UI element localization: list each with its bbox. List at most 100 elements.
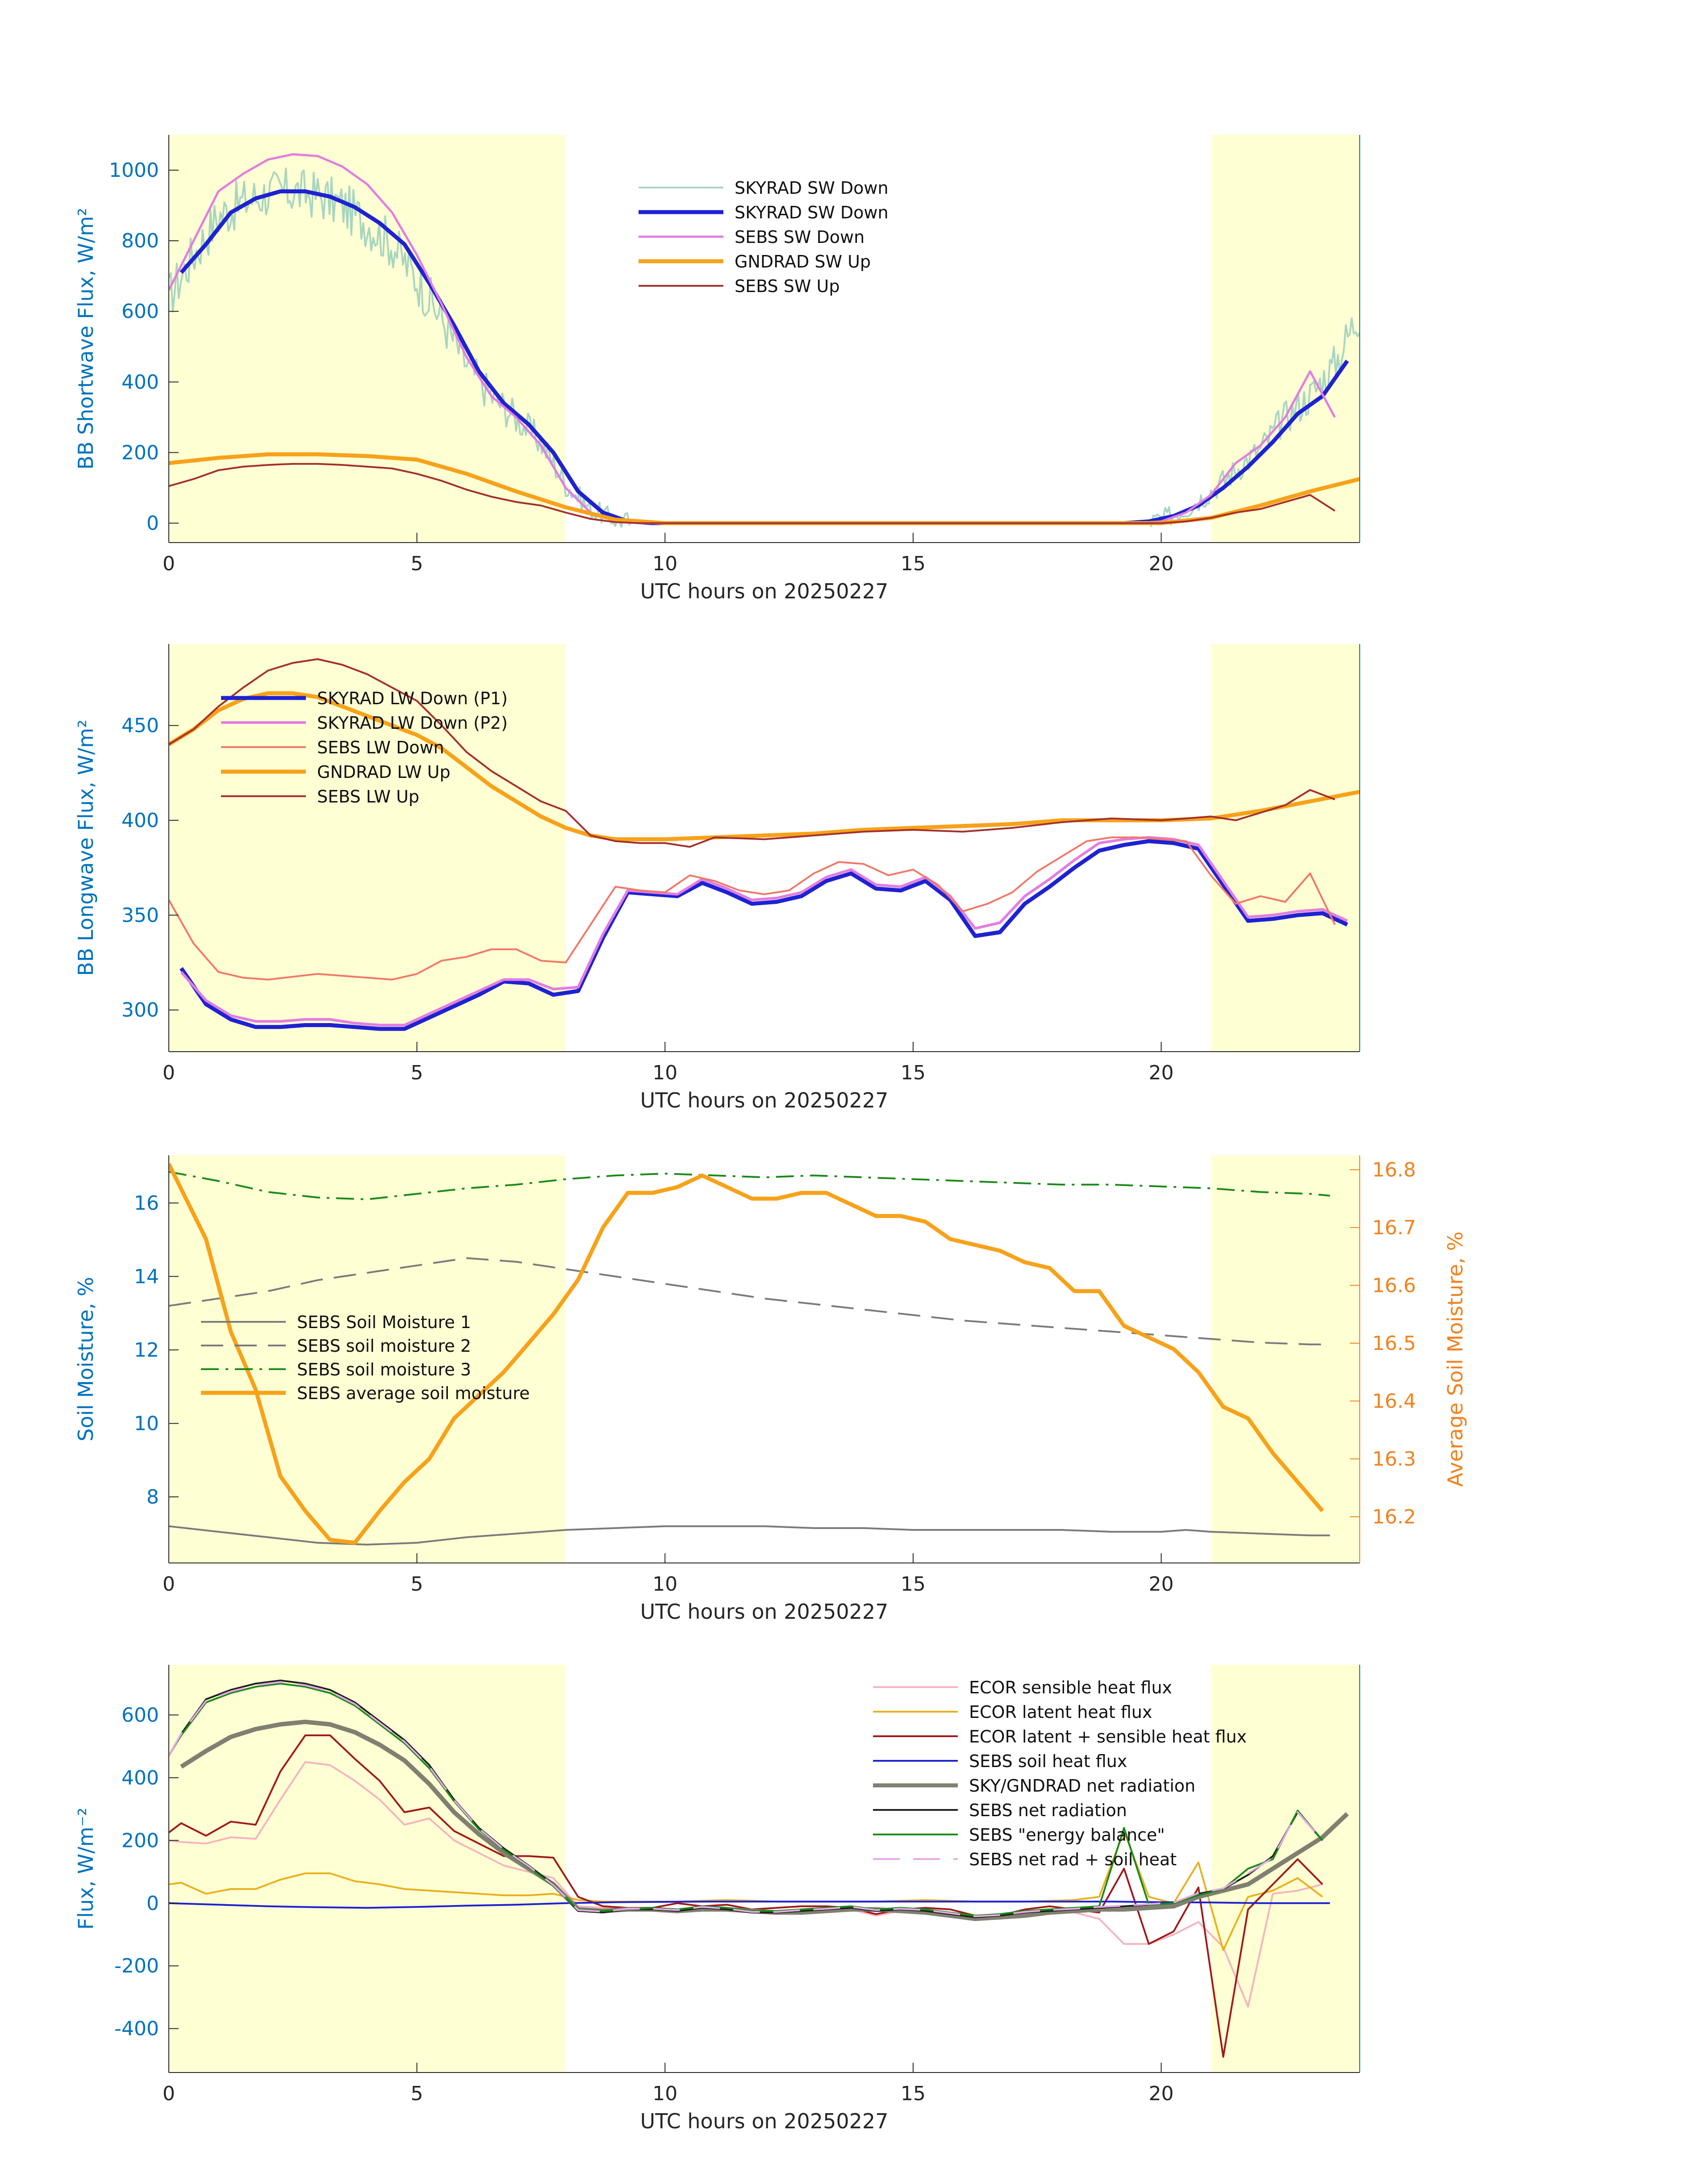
x-tick-label: 15 <box>901 1061 926 1084</box>
x-tick-label: 0 <box>163 1061 175 1084</box>
series-sebs-soil-moisture-3-2 <box>169 1171 1330 1200</box>
series-skyrad-lw-down-p1-0 <box>180 839 1349 1031</box>
legend-label: SKYRAD SW Down <box>735 203 889 222</box>
legend: SEBS Soil Moisture 1 SEBS soil moisture 2… <box>201 1312 530 1403</box>
right-y-tick-label: 16.5 <box>1372 1332 1416 1355</box>
x-tick-label: 5 <box>411 2082 423 2105</box>
y-tick-label: 300 <box>121 999 159 1022</box>
right-y-tick-label: 16.2 <box>1372 1505 1416 1528</box>
y-tick-label: 16 <box>134 1192 159 1215</box>
x-tick-label: 20 <box>1149 2082 1174 2105</box>
legend-label: SEBS soil moisture 3 <box>297 1360 471 1379</box>
x-axis-label: UTC hours on 20250227 <box>640 579 889 603</box>
x-tick-label: 0 <box>163 2082 175 2105</box>
right-y-axis-label: Average Soil Moisture, % <box>1443 1232 1467 1487</box>
shade-region-1 <box>1211 1665 1360 2073</box>
x-axis-label: UTC hours on 20250227 <box>640 2109 889 2133</box>
series-sebs-sw-up-4 <box>169 463 1336 524</box>
x-tick-label: 5 <box>411 552 423 575</box>
shade-region-0 <box>169 1155 566 1563</box>
y-axis-label: Flux, W/m⁻² <box>74 1808 98 1930</box>
y-tick-label: 8 <box>146 1486 159 1508</box>
x-axis-label: UTC hours on 20250227 <box>640 1600 889 1624</box>
series-ecor-latent-sensible-heat-flux-2 <box>169 1734 1324 2058</box>
y-axis-label: BB Longwave Flux, W/m² <box>74 719 98 976</box>
y-tick-label: 1000 <box>109 159 159 182</box>
y-tick-label: 14 <box>134 1265 159 1288</box>
legend-label: SEBS net rad + soil heat <box>969 1850 1177 1869</box>
y-tick-label: 450 <box>121 715 159 737</box>
legend-label: SKYRAD SW Down <box>735 178 889 198</box>
x-tick-label: 15 <box>901 2082 926 2105</box>
series-sebs-energy-balance-6 <box>169 1683 1324 1917</box>
x-tick-label: 10 <box>652 1061 677 1084</box>
series-sebs-average-soil-moisture-3 <box>169 1163 1324 1545</box>
legend-label: SEBS soil moisture 2 <box>297 1336 471 1356</box>
chart-soil: 0 5 10 15 20 UTC hours on 20250227 8 10 12 14 16 So… <box>74 1155 1467 1624</box>
legend-label: SKY/GNDRAD net radiation <box>969 1776 1195 1796</box>
series-sebs-sw-down-2 <box>169 153 1336 524</box>
x-tick-label: 10 <box>652 1573 677 1596</box>
legend: ECOR sensible heat flux ECOR latent heat … <box>873 1678 1247 1869</box>
chart-lw: 0 5 10 15 20 UTC hours on 20250227 300 350 400 45… <box>74 644 1360 1112</box>
y-tick-label: 600 <box>121 1704 159 1726</box>
y-axis-label: BB Shortwave Flux, W/m² <box>74 208 98 469</box>
right-y-tick-label: 16.7 <box>1372 1216 1416 1239</box>
x-tick-label: 0 <box>163 552 175 575</box>
legend-label: SEBS soil heat flux <box>969 1751 1127 1771</box>
series-skyrad-sw-down-1 <box>180 189 1349 525</box>
y-tick-label: 10 <box>134 1412 159 1435</box>
right-y-tick-label: 16.3 <box>1372 1448 1416 1471</box>
legend-label: SEBS Soil Moisture 1 <box>297 1312 471 1332</box>
right-y-tick-label: 16.8 <box>1372 1158 1416 1181</box>
y-tick-label: 800 <box>121 230 159 252</box>
x-tick-label: 15 <box>901 552 926 575</box>
series-sebs-lw-down-2 <box>169 836 1336 981</box>
y-tick-label: 350 <box>121 904 159 927</box>
series-sebs-soil-moisture-2-1 <box>169 1257 1330 1345</box>
x-tick-label: 20 <box>1149 1573 1174 1596</box>
legend: SKYRAD LW Down (P1) SKYRAD LW Down (P2) SE… <box>221 689 508 806</box>
x-tick-label: 15 <box>901 1573 926 1596</box>
series-sebs-lw-up-4 <box>169 658 1336 848</box>
y-tick-label: -400 <box>114 2018 159 2040</box>
legend-label: SEBS SW Up <box>735 276 839 296</box>
legend-label: GNDRAD SW Up <box>735 252 871 272</box>
y-tick-label: 12 <box>134 1339 159 1362</box>
y-tick-label: 400 <box>121 809 159 832</box>
legend-label: SEBS "energy balance" <box>969 1825 1165 1845</box>
legend-label: SKYRAD LW Down (P2) <box>317 713 508 733</box>
shade-region-1 <box>1211 644 1360 1052</box>
x-tick-label: 20 <box>1149 1061 1174 1084</box>
x-tick-label: 20 <box>1149 552 1174 575</box>
legend-label: SEBS SW Down <box>735 227 864 247</box>
legend: SKYRAD SW Down SKYRAD SW Down SEBS SW Down… <box>639 178 889 296</box>
legend-label: ECOR latent heat flux <box>969 1702 1152 1722</box>
y-tick-label: 0 <box>146 512 159 535</box>
x-tick-label: 5 <box>411 1573 423 1596</box>
x-tick-label: 10 <box>652 552 677 575</box>
y-tick-label: 400 <box>121 1767 159 1789</box>
right-y-tick-label: 16.6 <box>1372 1274 1416 1297</box>
shade-region-0 <box>169 1665 566 2073</box>
y-tick-label: 0 <box>146 1892 159 1915</box>
right-y-tick-label: 16.4 <box>1372 1390 1416 1412</box>
y-tick-label: 200 <box>121 441 159 464</box>
chart-flux: 0 5 10 15 20 UTC hours on 20250227 -400 -200 0 20… <box>74 1665 1360 2133</box>
chart-sw: 0 5 10 15 20 UTC hours on 20250227 0 200 400 600 8… <box>74 135 1360 603</box>
y-tick-label: 400 <box>121 371 159 393</box>
series-skyrad-lw-down-p2-1 <box>180 836 1348 1027</box>
legend-label: SEBS net radiation <box>969 1801 1127 1820</box>
series-sebs-soil-moisture-1-0 <box>169 1525 1330 1546</box>
series-sebs-soil-heat-flux-3 <box>169 1901 1330 1909</box>
legend-label: ECOR latent + sensible heat flux <box>969 1727 1247 1747</box>
shade-region-1 <box>1211 1155 1360 1563</box>
legend-label: SKYRAD LW Down (P1) <box>317 689 508 708</box>
x-tick-label: 0 <box>163 1573 175 1596</box>
x-tick-label: 5 <box>411 1061 423 1084</box>
legend-label: SEBS LW Down <box>317 738 444 757</box>
x-tick-label: 10 <box>652 2082 677 2105</box>
x-axis-label: UTC hours on 20250227 <box>640 1088 889 1112</box>
y-axis-label: Soil Moisture, % <box>74 1277 98 1441</box>
